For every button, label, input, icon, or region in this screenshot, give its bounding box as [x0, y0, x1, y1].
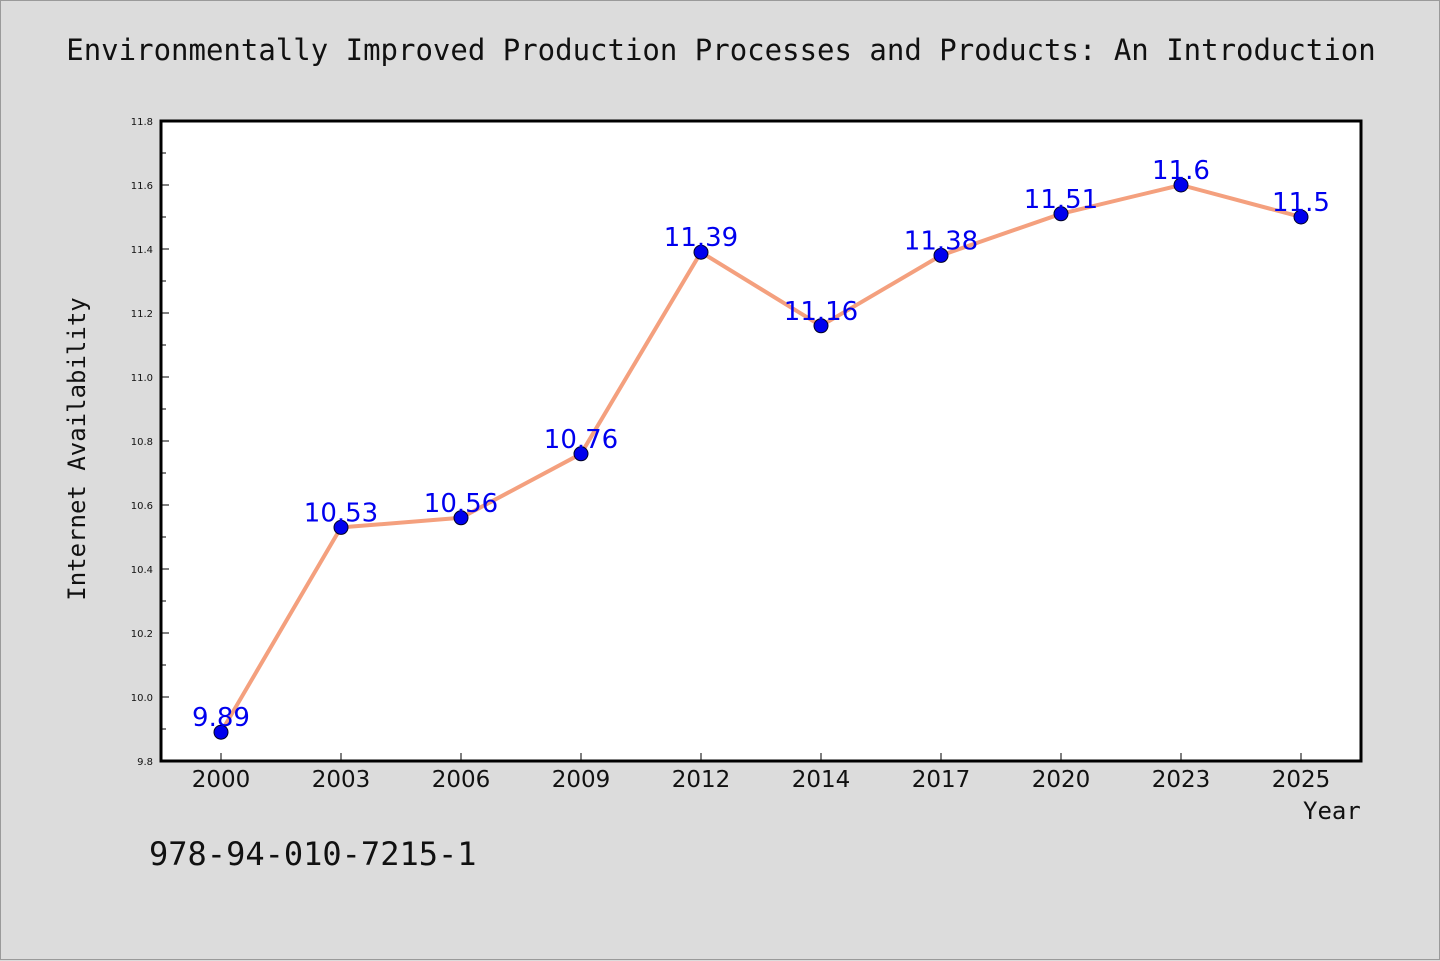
- x-tick-label: 2017: [912, 767, 971, 793]
- x-tick-label: 2012: [672, 767, 731, 793]
- isbn-text: 978-94-010-7215-1: [149, 835, 477, 873]
- x-tick-label: 2023: [1152, 767, 1211, 793]
- x-tick-label: 2020: [1032, 767, 1091, 793]
- x-axis-label: Year: [1303, 797, 1361, 825]
- y-tick-label: 9.8: [137, 757, 153, 768]
- data-label: 11.39: [664, 223, 738, 253]
- data-label: 11.38: [904, 226, 978, 256]
- x-tick-label: 2009: [552, 767, 611, 793]
- data-label: 10.76: [544, 425, 618, 455]
- x-tick-label: 2025: [1272, 767, 1331, 793]
- y-tick-label: 10.2: [131, 629, 153, 640]
- data-point-marker: [1053, 206, 1069, 222]
- x-tick-label: 2014: [792, 767, 851, 793]
- data-point-marker: [573, 446, 589, 462]
- data-label: 11.6: [1152, 156, 1210, 186]
- data-point-marker: [1173, 177, 1189, 193]
- data-point-marker: [213, 724, 229, 740]
- data-point-marker: [933, 247, 949, 263]
- data-label: 10.53: [304, 498, 378, 528]
- data-label: 11.16: [784, 297, 858, 327]
- plot-area: [159, 119, 1363, 763]
- chart-title: Environmentally Improved Production Proc…: [66, 33, 1376, 67]
- y-tick-label: 10.8: [131, 437, 153, 448]
- series-layer: [213, 177, 1309, 740]
- y-tick-label: 11.2: [131, 309, 153, 320]
- data-point-marker: [813, 318, 829, 334]
- data-label: 11.51: [1024, 185, 1098, 215]
- data-point-marker: [1293, 209, 1309, 225]
- y-tick-label: 11.8: [131, 117, 153, 128]
- y-tick-label: 10.0: [131, 693, 153, 704]
- y-tick-label: 10.6: [131, 501, 153, 512]
- x-tick-label: 2000: [192, 767, 251, 793]
- data-point-marker: [333, 519, 349, 535]
- data-label: 10.56: [424, 489, 498, 519]
- data-label: 9.89: [192, 703, 250, 733]
- y-axis-ticks: 9.8 10.0 10.2 10.4 10.6 10.8 11.0 11.2 11.4 11.6 1…: [131, 117, 169, 768]
- y-tick-label: 11.4: [131, 245, 153, 256]
- data-label: 11.5: [1272, 188, 1330, 218]
- x-axis-ticks: 2000 2003 2006 2009 2012 2014 2017 2020 2023 2025: [192, 753, 1331, 793]
- y-tick-label: 11.0: [131, 373, 153, 384]
- x-tick-label: 2006: [432, 767, 491, 793]
- data-point-marker: [693, 244, 709, 260]
- x-tick-label: 2003: [312, 767, 371, 793]
- y-tick-label: 11.6: [131, 181, 153, 192]
- series-line: [219, 183, 1303, 735]
- y-tick-label: 10.4: [131, 565, 153, 576]
- data-point-marker: [453, 510, 469, 526]
